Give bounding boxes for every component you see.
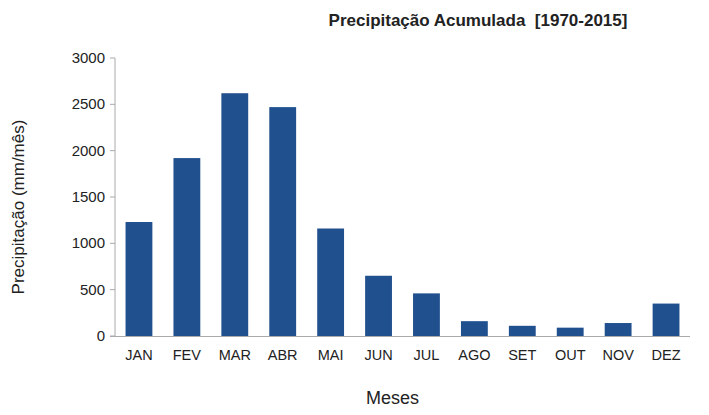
bar — [413, 293, 440, 336]
x-axis-label: Meses — [366, 388, 419, 408]
bar — [557, 328, 584, 336]
x-tick-label: SET — [508, 347, 536, 363]
y-tick-label: 0 — [97, 327, 105, 344]
bars — [126, 93, 680, 336]
bar — [653, 304, 680, 336]
bar — [317, 229, 344, 336]
y-tick-label: 500 — [80, 281, 105, 298]
x-tick-label: AGO — [458, 347, 490, 363]
y-axis-label: Precipitação (mm/mês) — [9, 120, 28, 295]
x-tick-label: MAI — [318, 347, 344, 363]
y-tick-label: 2500 — [72, 95, 105, 112]
chart-container: 0 500 1000 1500 2000 2500 3000 JAN FEV MAR ABR MAI J… — [0, 0, 709, 415]
x-tick-label: DEZ — [652, 347, 681, 363]
y-tick-label: 2000 — [72, 142, 105, 159]
x-tick-label: JUN — [364, 347, 392, 363]
y-tick — [110, 150, 115, 151]
bar — [269, 107, 296, 336]
x-axis-line — [110, 336, 690, 337]
bar — [461, 321, 488, 336]
y-tick — [110, 104, 115, 105]
y-tick — [110, 336, 115, 337]
y-tick-label: 1000 — [72, 234, 105, 251]
y-tick — [110, 289, 115, 290]
bar — [221, 93, 248, 336]
y-tick-label: 1500 — [72, 188, 105, 205]
bar — [509, 326, 536, 336]
y-tick — [110, 58, 115, 59]
x-tick-label: OUT — [555, 347, 586, 363]
x-tick-label: JUL — [414, 347, 440, 363]
x-tick-label: MAR — [219, 347, 251, 363]
chart-svg: 0 500 1000 1500 2000 2500 3000 JAN FEV MAR ABR MAI J… — [0, 0, 709, 415]
x-tick-label: ABR — [268, 347, 298, 363]
y-tick — [110, 243, 115, 244]
chart-title: Precipitação Acumulada [1970-2015] — [329, 11, 628, 30]
y-tick-label: 3000 — [72, 49, 105, 66]
x-tick-label: FEV — [173, 347, 202, 363]
x-tick-label: JAN — [125, 347, 152, 363]
bar — [126, 222, 153, 336]
bar — [605, 323, 632, 336]
bar — [173, 158, 200, 336]
bar — [365, 276, 392, 336]
y-tick — [110, 197, 115, 198]
x-tick-label: NOV — [602, 347, 634, 363]
